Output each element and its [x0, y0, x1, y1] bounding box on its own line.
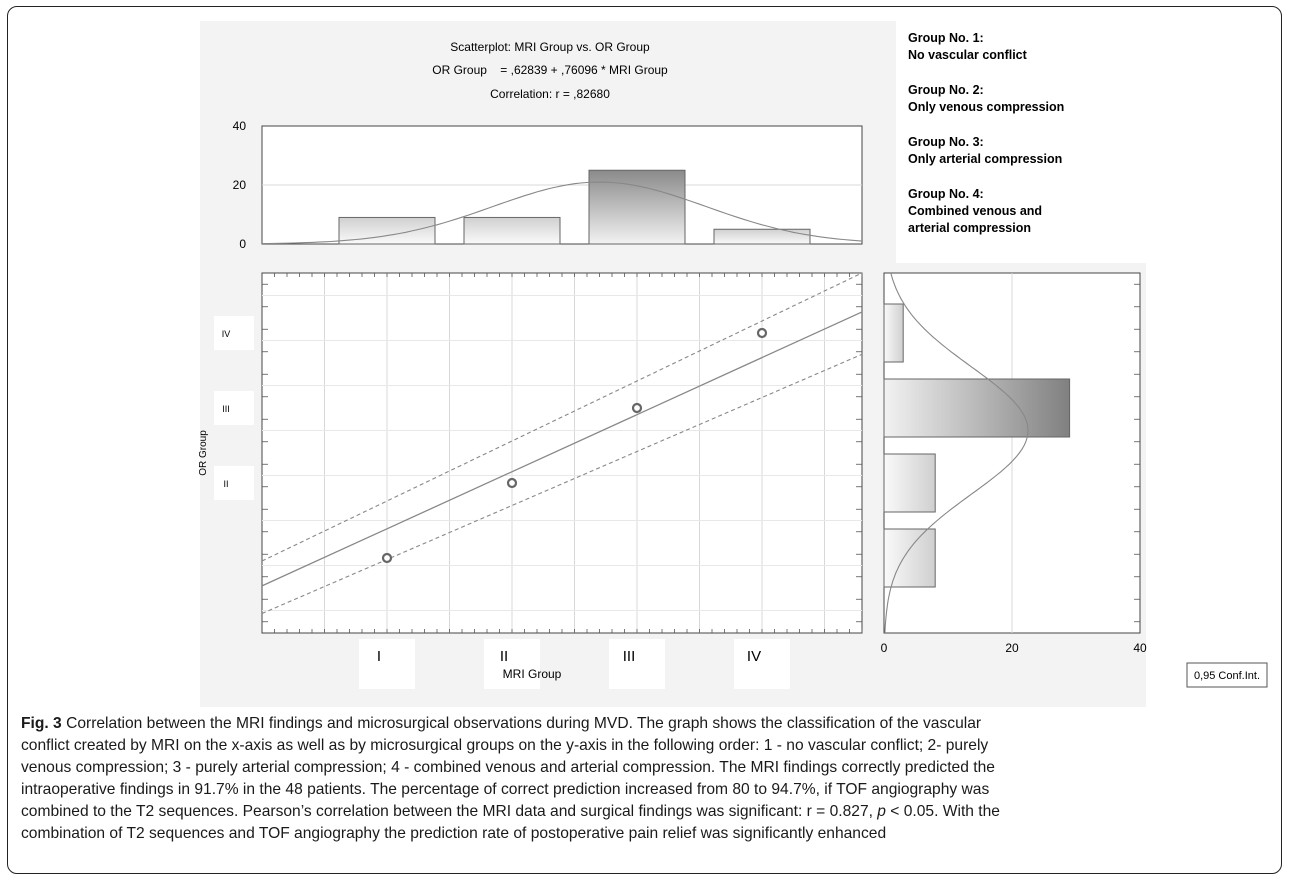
caption-stat: < 0.05. [885, 803, 939, 820]
caption-line-2: conflict created by MRI on the x-axis as… [21, 737, 989, 754]
correlation-label: Correlation: r = ,82680 [490, 87, 610, 101]
top-histogram: 0 20 40 [233, 119, 863, 251]
conf-int-box [1186, 662, 1268, 688]
right-hist-bar-II [883, 453, 936, 513]
x-tick-label: II [500, 648, 508, 665]
right-hist-bar-I [883, 528, 936, 588]
top-hist-tick-label: 0 [239, 237, 246, 251]
right-hist-tick-label: 40 [1133, 641, 1147, 655]
caption-line-6: combination of T2 sequences and TOF angi… [21, 825, 887, 842]
conf-int-label: 0,95 Conf.Int. [1194, 670, 1260, 682]
confidence-band-upper [261, 272, 863, 562]
regression-equation: OR Group = ,62839 + ,76096 * MRI Group [432, 63, 668, 77]
x-axis-title: MRI Group [503, 667, 562, 681]
x-tick-box [484, 639, 540, 689]
conf-label-background [1153, 263, 1281, 707]
legend-heading-4: Group No. 4: [908, 187, 984, 201]
right-hist-tick-label: 0 [881, 641, 888, 655]
x-tick-box [359, 639, 415, 689]
top-hist-bar-IV [713, 228, 811, 245]
right-histogram: 0 20 40 [881, 272, 1147, 655]
data-point-4 [756, 327, 768, 339]
scatter-plot-frame [261, 272, 863, 634]
right-hist-bar-III [883, 378, 1071, 438]
x-tick-label: IV [747, 648, 761, 665]
y-tick-label: IV [222, 329, 231, 339]
caption-line-3: venous compression; 3 - purely arterial … [21, 759, 995, 776]
data-point-2 [506, 477, 518, 489]
caption-p-symbol: p [877, 803, 886, 820]
right-hist-normal-curve [884, 272, 1029, 634]
legend-background [896, 21, 1281, 263]
y-tick-box [214, 466, 254, 500]
x-tick-label: I [377, 648, 381, 665]
legend-text-3: Only arterial compression [908, 152, 1062, 166]
y-axis-title: OR Group [198, 430, 209, 476]
legend-heading-3: Group No. 3: [908, 135, 984, 149]
y-tick-box [214, 316, 254, 350]
y-tick-label: III [222, 404, 230, 414]
group-legend: Group No. 1: No vascular conflict Group … [908, 31, 1064, 235]
top-hist-bar-III [588, 169, 686, 245]
figure-caption: Fig. 3 Correlation between the MRI findi… [21, 713, 1266, 845]
top-hist-tick-label: 40 [233, 119, 247, 133]
y-tick-box [214, 391, 254, 425]
right-hist-bar-IV [883, 303, 904, 363]
legend-text-1: No vascular conflict [908, 48, 1028, 62]
legend-text-2: Only venous compression [908, 100, 1064, 114]
caption-line-5b: With the [942, 803, 1000, 820]
legend-text-4b: arterial compression [908, 221, 1031, 235]
data-point-1 [381, 552, 393, 564]
top-hist-normal-curve [261, 181, 863, 245]
x-tick-label: III [623, 648, 636, 665]
confidence-band-lower [261, 353, 863, 615]
top-hist-tick-label: 20 [233, 178, 247, 192]
figure-canvas: Scatterplot: MRI Group vs. OR Group OR G… [198, 21, 1281, 707]
caption-line-5: combined to the T2 sequences. Pearson’s … [21, 803, 878, 820]
caption-line-1: Correlation between the MRI findings and… [61, 715, 982, 732]
x-tick-box [734, 639, 790, 689]
legend-text-4: Combined venous and [908, 204, 1042, 218]
y-tick-label: II [223, 479, 228, 489]
right-hist-tick-label: 20 [1005, 641, 1019, 655]
top-hist-bar-II [463, 216, 561, 245]
figure-frame: Scatterplot: MRI Group vs. OR Group OR G… [7, 6, 1282, 874]
chart-title: Scatterplot: MRI Group vs. OR Group [450, 40, 650, 54]
legend-heading-2: Group No. 2: [908, 83, 984, 97]
data-point-3 [631, 402, 643, 414]
legend-heading-1: Group No. 1: [908, 31, 984, 45]
caption-label: Fig. 3 [21, 715, 62, 732]
regression-line [261, 311, 863, 587]
x-tick-box [609, 639, 665, 689]
caption-line-4: intraoperative findings in 91.7% in the … [21, 781, 990, 798]
